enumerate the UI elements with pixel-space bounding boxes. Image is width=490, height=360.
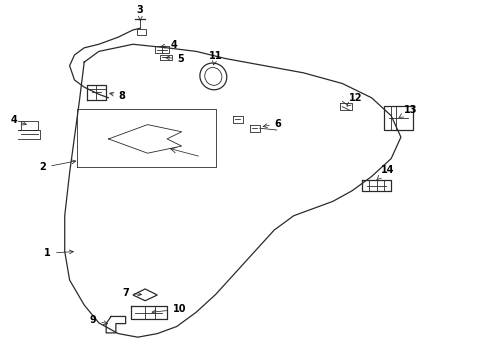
Text: 13: 13 xyxy=(399,105,417,118)
Text: 14: 14 xyxy=(377,165,394,180)
Text: 9: 9 xyxy=(90,315,107,325)
Text: 7: 7 xyxy=(122,288,142,297)
Text: 6: 6 xyxy=(263,118,282,129)
Text: 12: 12 xyxy=(347,93,363,106)
Text: 8: 8 xyxy=(110,91,125,101)
Text: 4: 4 xyxy=(10,115,26,125)
Text: 5: 5 xyxy=(166,54,184,64)
Text: 10: 10 xyxy=(152,304,186,314)
Text: 4: 4 xyxy=(161,40,178,50)
Text: 3: 3 xyxy=(137,5,144,21)
Text: 1: 1 xyxy=(44,248,74,258)
Text: 11: 11 xyxy=(209,51,222,65)
Text: 2: 2 xyxy=(39,160,76,172)
Bar xyxy=(137,29,146,35)
Bar xyxy=(384,106,413,130)
